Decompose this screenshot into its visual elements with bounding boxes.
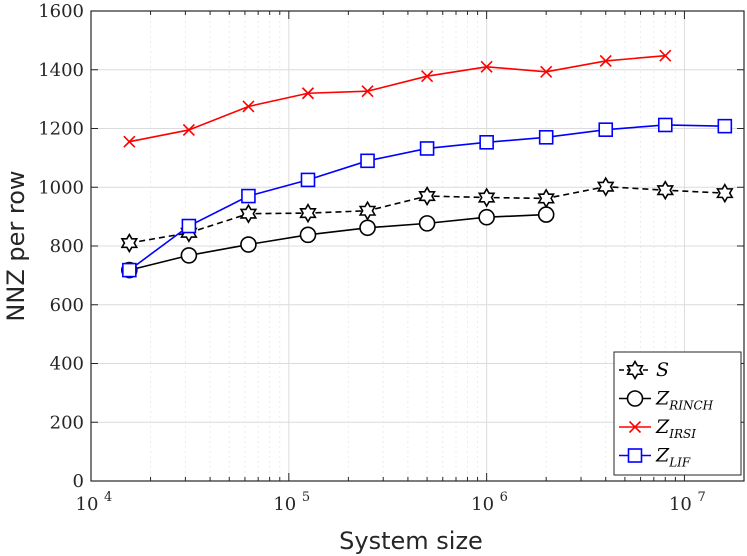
series-z-irsi bbox=[123, 49, 672, 148]
data-point-z-irsi-stroke bbox=[301, 87, 315, 100]
data-point-z-irsi-stroke bbox=[242, 100, 255, 113]
x-tick-label-exponent: 5 bbox=[302, 490, 310, 505]
y-tick-label: 600 bbox=[50, 295, 84, 316]
series-line-z-rinch bbox=[129, 213, 547, 271]
data-point-z-irsi bbox=[301, 87, 315, 100]
data-point-z-lif bbox=[479, 135, 494, 150]
legend-label-z-rinch: ZRINCH bbox=[655, 388, 714, 413]
data-point-z-irsi-stroke bbox=[182, 123, 195, 137]
data-point-z-irsi-stroke bbox=[659, 49, 672, 62]
y-tick-label: 1200 bbox=[38, 119, 84, 140]
data-point-z-lif bbox=[181, 218, 197, 234]
tick-labels: 0 200 400 600 800 1000 1200 1400 1600 10 4 10 5 10 6 10… bbox=[38, 1, 706, 515]
series-line-z-irsi bbox=[129, 54, 666, 143]
data-point-s bbox=[299, 202, 317, 224]
legend: S ZRINCH ZIRSI ZLIF bbox=[613, 351, 742, 476]
legend-marker-z-lif bbox=[627, 448, 643, 463]
y-tick-label: 1600 bbox=[38, 1, 84, 22]
legend-item-z-lif: ZLIF bbox=[619, 445, 691, 470]
data-point-s bbox=[358, 200, 377, 221]
x-tick-label: 10 bbox=[669, 494, 692, 515]
y-axis-title: NNZ per row bbox=[2, 170, 30, 321]
data-point-s bbox=[120, 232, 139, 254]
y-tick-label: 400 bbox=[50, 354, 84, 375]
legend-marker-z-rinch bbox=[626, 390, 644, 407]
data-point-s bbox=[716, 183, 734, 204]
data-point-z-irsi-stroke bbox=[361, 85, 374, 98]
data-point-z-irsi bbox=[182, 123, 195, 137]
data-point-z-rinch bbox=[537, 206, 555, 223]
series-layer bbox=[120, 49, 734, 279]
data-point-s bbox=[477, 187, 496, 208]
data-point-z-irsi bbox=[242, 100, 255, 113]
x-tick-label: 10 bbox=[471, 494, 494, 515]
legend-marker-z-irsi-stroke bbox=[628, 420, 642, 434]
y-tick-label: 0 bbox=[73, 471, 84, 492]
data-point-z-rinch bbox=[418, 215, 436, 232]
data-point-z-irsi bbox=[480, 60, 493, 73]
data-point-z-rinch bbox=[299, 226, 317, 244]
data-point-z-lif bbox=[717, 118, 733, 134]
data-point-z-irsi bbox=[421, 70, 434, 83]
data-point-z-irsi-stroke bbox=[540, 65, 553, 78]
data-point-z-lif bbox=[419, 141, 435, 156]
data-point-z-lif bbox=[360, 153, 375, 169]
legend-item-s: S bbox=[619, 359, 669, 381]
data-point-s bbox=[596, 176, 615, 197]
y-tick-label: 200 bbox=[50, 412, 84, 433]
data-point-z-irsi bbox=[123, 135, 136, 148]
x-axis-title: System size bbox=[339, 527, 483, 555]
data-point-z-irsi-stroke bbox=[123, 135, 136, 148]
data-point-s bbox=[239, 203, 258, 224]
data-point-z-lif bbox=[598, 122, 614, 137]
data-point-z-rinch bbox=[240, 236, 257, 253]
ticks bbox=[90, 10, 745, 482]
x-tick-label-exponent: 6 bbox=[500, 490, 508, 505]
data-point-z-rinch bbox=[359, 219, 376, 237]
legend-label-z-lif: ZLIF bbox=[655, 445, 691, 470]
legend-label-z-irsi: ZIRSI bbox=[655, 416, 696, 441]
data-point-s bbox=[656, 180, 675, 201]
x-tick-label-exponent: 4 bbox=[104, 490, 112, 505]
legend-item-z-rinch: ZRINCH bbox=[619, 388, 714, 413]
data-point-z-irsi-stroke bbox=[480, 60, 493, 73]
data-point-z-irsi bbox=[540, 65, 553, 78]
data-point-z-irsi-stroke bbox=[421, 70, 434, 83]
y-tick-label: 1000 bbox=[38, 177, 84, 198]
data-point-z-rinch bbox=[478, 208, 495, 226]
legend-marker-z-irsi bbox=[628, 420, 642, 434]
data-point-z-rinch bbox=[180, 247, 198, 264]
legend-label-s: S bbox=[656, 359, 669, 381]
series-z-lif bbox=[122, 117, 733, 278]
legend-marker-s bbox=[626, 359, 644, 381]
y-tick-label: 800 bbox=[50, 236, 84, 257]
data-point-s bbox=[418, 185, 436, 207]
data-point-z-lif bbox=[657, 117, 673, 133]
data-point-z-irsi bbox=[361, 85, 374, 98]
data-point-z-lif bbox=[122, 262, 137, 278]
data-point-z-lif bbox=[241, 188, 256, 204]
data-point-z-lif bbox=[300, 172, 316, 188]
data-point-z-irsi-stroke bbox=[599, 54, 612, 68]
x-tick-label-exponent: 7 bbox=[697, 490, 705, 505]
data-point-z-irsi bbox=[659, 49, 672, 62]
data-point-z-lif bbox=[538, 130, 554, 145]
legend-item-z-irsi: ZIRSI bbox=[619, 416, 696, 441]
x-tick-label: 10 bbox=[76, 494, 99, 515]
data-point-z-irsi bbox=[599, 54, 612, 68]
series-s bbox=[120, 176, 734, 254]
y-tick-label: 1400 bbox=[38, 60, 84, 81]
x-tick-label: 10 bbox=[273, 494, 296, 515]
